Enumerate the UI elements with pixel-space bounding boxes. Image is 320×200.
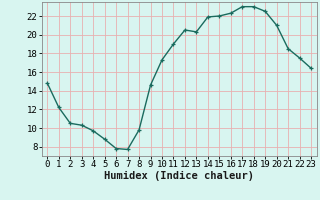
X-axis label: Humidex (Indice chaleur): Humidex (Indice chaleur) [104, 171, 254, 181]
